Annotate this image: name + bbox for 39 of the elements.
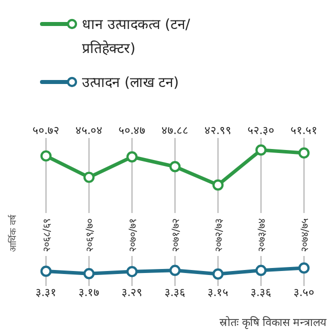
text: स्रोतः कृषि विकास मन्त्रालय [220,316,327,329]
point [126,266,138,278]
data-label: ५१.५१ [290,124,318,137]
legend-label: उत्पादन (लाख टन) [82,74,180,93]
data-label: ५०.७२ [32,124,60,137]
legend-label: धान उत्पादकत्व (टन/प्रतिहेक्टर) [82,16,192,59]
y-axis-title: आर्थिक वर्ष [7,214,19,252]
point [212,268,224,280]
data-label: ३.१५ [207,286,229,299]
data-label: ३.१७ [78,286,100,299]
data-label: ४५.०४ [75,124,103,137]
point [212,179,224,191]
data-label: ५२.३० [247,124,275,137]
data-label: ४२.९९ [204,124,232,137]
point [83,172,95,183]
point [169,264,181,276]
data-label: ५०.४७ [118,124,146,137]
x-tick-label: २०७१/७२ [171,218,182,252]
data-label: ३.३६ [164,286,186,299]
point [298,147,310,159]
x-tick-label: २०६८/६९ [42,218,53,252]
x-tick-label: २०७०/७१ [128,218,139,252]
data-label: ३.३१ [35,286,57,299]
point [298,262,310,274]
point [83,268,95,280]
point [40,150,52,162]
point [126,151,138,162]
data-label: ३.३६ [250,286,272,299]
data-label: ४७.८८ [161,124,189,137]
x-tick-label: २०७३/७४ [257,218,268,252]
point [255,264,267,276]
point [169,161,181,172]
data-label: ३.२९ [121,286,143,299]
point [255,144,267,156]
point [40,266,52,277]
x-tick-label: २०७२/७३ [214,218,225,252]
data-label: ३.५० [293,286,315,299]
x-tick-label: २०७४/७५ [300,218,311,252]
x-tick-label: २०६९/७० [85,218,96,252]
